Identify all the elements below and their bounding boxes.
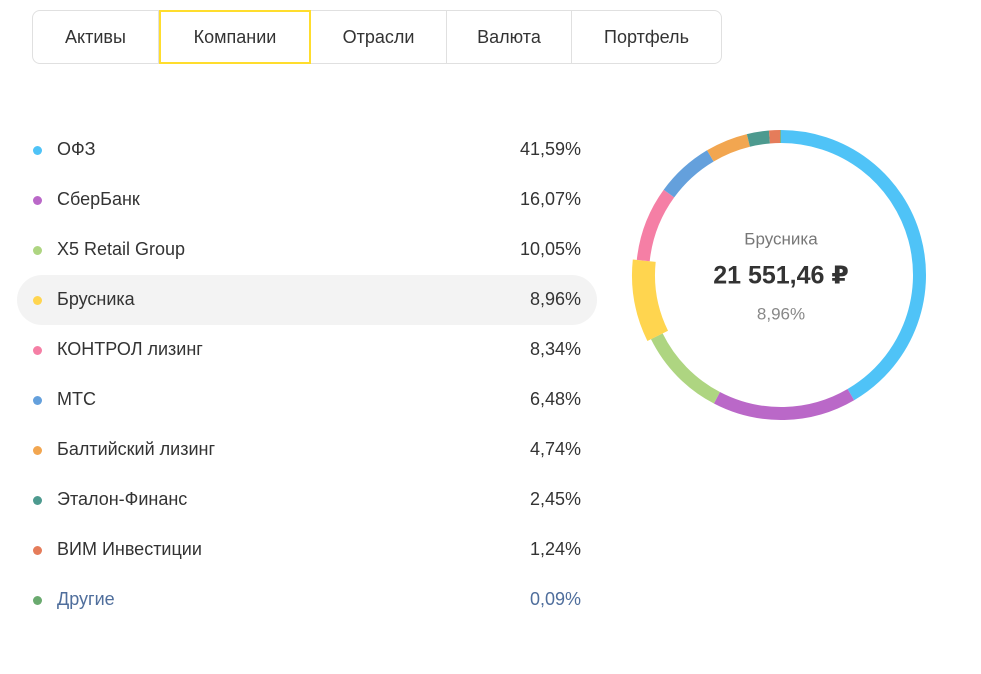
tab[interactable]: Портфель [604,26,689,47]
center-share: 8,96% [757,304,805,323]
donut-segment[interactable] [707,134,751,162]
legend-name: Эталон-Финанс [57,489,188,509]
legend-dot [33,246,42,255]
donut-segment[interactable] [650,333,721,404]
tab-bar: Активы Компании Отрасли Валюта Портфель [32,10,722,64]
legend-name: СберБанк [57,189,140,209]
legend-dot [33,546,42,555]
legend-value: 0,09% [529,589,581,609]
legend-name: ОФЗ [57,139,96,159]
legend-row[interactable]: Брусника 8,96% [17,275,597,325]
tab[interactable]: Отрасли [311,11,447,63]
donut-segment[interactable] [663,150,714,198]
legend-value: 2,45% [529,489,581,509]
legend-list: ОФЗ 41,59% СберБанк 16,07% X5 Retail Group 10… [17,125,597,625]
legend-dot [33,296,42,305]
legend-dot [33,346,42,355]
donut-segment[interactable] [632,259,669,341]
center-name: Брусника [744,229,818,248]
donut-segment[interactable] [746,130,771,147]
donut-segment[interactable] [780,130,926,401]
legend-value: 6,48% [529,389,581,409]
legend-value: 10,05% [519,239,581,259]
legend-value: 41,59% [519,139,581,159]
legend-name: X5 Retail Group [57,239,186,259]
legend-dot [33,146,42,155]
legend-name: Балтийский лизинг [57,439,216,459]
legend-value: 8,34% [529,339,581,359]
legend-row[interactable]: Другие 0,09% [17,575,597,625]
legend-dot [33,446,42,455]
tab[interactable]: Валюта [447,11,572,63]
legend-row[interactable]: СберБанк 16,07% [17,175,597,225]
legend-dot [33,596,42,605]
donut-segment[interactable] [636,189,675,262]
legend-name: Другие [57,589,115,609]
legend-row[interactable]: КОНТРОЛ лизинг 8,34% [17,325,597,375]
legend-name: ВИМ Инвестиции [57,539,202,559]
legend-value: 4,74% [529,439,581,459]
legend-row[interactable]: ОФЗ 41,59% [17,125,597,175]
legend-dot [33,496,42,505]
donut-chart: Брусника 21 551,46 ₽ 8,96% [632,129,926,420]
legend-row[interactable]: МТС 6,48% [17,375,597,425]
legend-value: 16,07% [519,189,581,209]
legend-row[interactable]: Балтийский лизинг 4,74% [17,425,597,475]
tab[interactable]: Компании [159,10,311,64]
legend-name: МТС [57,389,96,409]
legend-name: Брусника [57,289,135,309]
legend-value: 1,24% [529,539,581,559]
donut-segment[interactable] [713,388,855,420]
legend-row[interactable]: Эталон-Финанс 2,45% [17,475,597,525]
legend-row[interactable]: ВИМ Инвестиции 1,24% [17,525,597,575]
tab[interactable]: Активы [33,11,159,63]
legend-dot [33,196,42,205]
legend-value: 8,96% [529,289,581,309]
center-amount: 21 551,46 ₽ [713,262,849,290]
legend-name: КОНТРОЛ лизинг [57,339,203,359]
legend-row[interactable]: X5 Retail Group 10,05% [17,225,597,275]
legend-dot [33,396,42,405]
